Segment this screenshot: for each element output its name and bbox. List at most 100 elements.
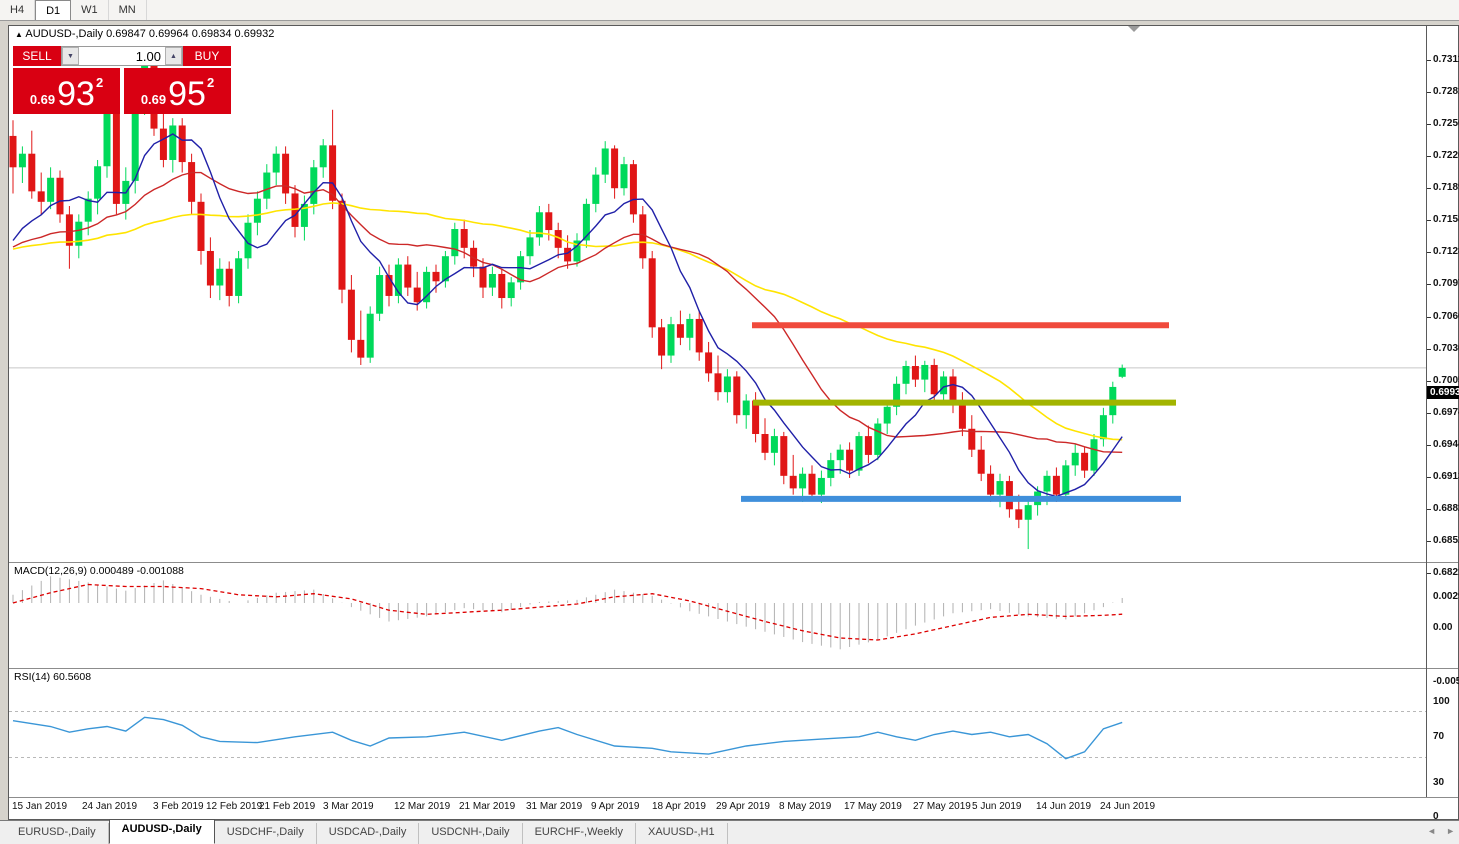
price-tick: [1427, 348, 1431, 350]
price-axis-label: 0.71280: [1433, 246, 1459, 258]
ohlc-open: 0.69847: [106, 28, 146, 40]
chart-tab-bar: EURUSD-,Daily AUDUSD-,Daily USDCHF-,Daily U…: [0, 819, 1459, 844]
scroll-to-end-icon[interactable]: [1127, 26, 1141, 32]
rsi-label: RSI(14) 60.5608: [14, 671, 92, 683]
sell-quote[interactable]: 0.69 93 2: [13, 68, 120, 114]
timeframe-button-h4[interactable]: H4: [0, 0, 36, 20]
price-axis-label: 0.71585: [1433, 214, 1459, 226]
price-axis-label: 0.70665: [1433, 310, 1459, 322]
rsi-pane[interactable]: RSI(14) 60.5608: [9, 669, 1426, 797]
chart-window: ▲ AUDUSD-,Daily 0.69847 0.69964 0.69834 …: [8, 25, 1459, 822]
timeframe-button-mn[interactable]: MN: [109, 0, 147, 20]
price-axis-label: 0.71890: [1433, 182, 1459, 194]
pane-divider[interactable]: [9, 562, 1458, 563]
tab-xauusd-h1[interactable]: XAUUSD-,H1: [636, 823, 728, 844]
ohlc-close: 0.69932: [234, 28, 275, 40]
price-axis-label: 0.68825: [1433, 502, 1459, 514]
price-axis-label: 0.69440: [1433, 438, 1459, 450]
buy-quote[interactable]: 0.69 95 2: [124, 68, 231, 114]
price-axis-label: 0.68520: [1433, 534, 1459, 546]
date-axis-label: 18 Apr 2019: [652, 801, 706, 812]
price-tick: [1427, 444, 1431, 446]
macd-label: MACD(12,26,9) 0.000489 -0.001088: [14, 565, 184, 577]
sell-button[interactable]: SELL: [13, 46, 61, 66]
rsi-axis-label: 0: [1433, 811, 1439, 822]
current-price-tag: 0.69932: [1427, 385, 1459, 399]
rsi-axis-label: 30: [1433, 776, 1445, 788]
ohlc-low: 0.69834: [191, 28, 232, 40]
price-tick: [1427, 412, 1431, 414]
timeframe-button-d1[interactable]: D1: [35, 0, 72, 20]
date-axis-label: 3 Mar 2019: [323, 801, 374, 812]
macd-chart: [12, 576, 1123, 650]
tab-eurchf-weekly[interactable]: EURCHF-,Weekly: [523, 823, 636, 844]
buy-button[interactable]: BUY: [183, 46, 231, 66]
price-axis-label: 0.70050: [1433, 374, 1459, 386]
price-axis-label: 0.73115: [1433, 54, 1459, 65]
date-axis-label: 8 May 2019: [779, 801, 832, 812]
volume-increase-button[interactable]: ▲: [165, 47, 182, 65]
price-axis-label: 0.72810: [1433, 86, 1459, 98]
tab-scroll-right-icon[interactable]: ►: [1446, 826, 1455, 836]
tab-usdcad-daily[interactable]: USDCAD-,Daily: [317, 823, 420, 844]
rsi-value: 60.5608: [53, 671, 92, 683]
macd-axis-label: -0.00525: [1433, 676, 1459, 687]
price-axis-label: 0.70970: [1433, 278, 1459, 290]
price-axis-label: 0.68210: [1433, 567, 1459, 578]
main-chart-pane[interactable]: ▲ AUDUSD-,Daily 0.69847 0.69964 0.69834 …: [9, 26, 1426, 562]
price-axis-label: 0.70360: [1433, 342, 1459, 354]
date-axis-label: 21 Mar 2019: [459, 801, 516, 812]
symbol-label: AUDUSD-,Daily: [25, 28, 103, 40]
price-tick: [1427, 252, 1431, 254]
one-click-trading-panel: SELL ▼ 1.00 ▲ BUY 0.69 93 2 0.69 95 2: [13, 46, 231, 114]
date-axis-label: 31 Mar 2019: [526, 801, 583, 812]
date-axis-label: 24 Jun 2019: [1100, 801, 1156, 812]
macd-signal-value: -0.001088: [136, 565, 184, 577]
date-axis-label: 14 Jun 2019: [1036, 801, 1092, 812]
price-tick: [1427, 60, 1431, 61]
timeframe-button-w1[interactable]: W1: [71, 0, 109, 20]
macd-pane[interactable]: MACD(12,26,9) 0.000489 -0.001088: [9, 563, 1426, 668]
chart-title: ▲ AUDUSD-,Daily 0.69847 0.69964 0.69834 …: [15, 28, 274, 40]
macd-axis-label: 0.002984: [1433, 591, 1459, 603]
tab-usdcnh-daily[interactable]: USDCNH-,Daily: [419, 823, 523, 844]
pane-divider[interactable]: [9, 668, 1458, 669]
tab-audusd-daily[interactable]: AUDUSD-,Daily: [108, 819, 215, 844]
price-tick: [1427, 476, 1431, 478]
date-axis-label: 5 Jun 2019: [972, 801, 1022, 812]
candlestick-chart[interactable]: [9, 26, 1426, 562]
tab-usdchf-daily[interactable]: USDCHF-,Daily: [215, 823, 317, 844]
price-tick: [1427, 284, 1431, 286]
price-tick: [1427, 92, 1431, 94]
price-tick: [1427, 508, 1431, 510]
ohlc-high: 0.69964: [148, 28, 189, 40]
tab-scroll-left-icon[interactable]: ◄: [1427, 826, 1437, 836]
pane-divider: [9, 797, 1458, 798]
price-tick: [1427, 124, 1431, 126]
date-axis-label: 3 Feb 2019: [153, 801, 204, 812]
price-tick: [1427, 220, 1431, 222]
date-axis-label: 9 Apr 2019: [591, 801, 640, 812]
price-tick: [1427, 380, 1431, 382]
price-axis-label: 0.72505: [1433, 118, 1459, 130]
price-axis-border: [1426, 26, 1427, 797]
volume-input[interactable]: 1.00: [135, 49, 161, 64]
date-axis-label: 29 Apr 2019: [716, 801, 770, 812]
rsi-axis-label: 100: [1433, 696, 1450, 707]
price-axis-label: 0.69130: [1433, 470, 1459, 482]
tab-eurusd-daily[interactable]: EURUSD-,Daily: [6, 823, 109, 844]
tab-scroll-arrows: ◄ ►: [1427, 826, 1455, 836]
price-tick: [1427, 316, 1431, 318]
price-tick: [1427, 156, 1431, 158]
date-axis-label: 24 Jan 2019: [82, 801, 138, 812]
macd-main-value: 0.000489: [89, 565, 134, 577]
volume-decrease-button[interactable]: ▼: [62, 47, 79, 65]
price-axis-label: 0.72200: [1433, 150, 1459, 162]
rsi-axis-label: 70: [1433, 730, 1445, 742]
price-tick: [1427, 540, 1431, 542]
price-axis-label: 0.69745: [1433, 406, 1459, 418]
symbol-arrow-icon: ▲: [15, 30, 23, 39]
date-axis-label: 15 Jan 2019: [12, 801, 68, 812]
volume-stepper: ▼ 1.00 ▲: [61, 46, 183, 66]
macd-axis-label: 0.00: [1433, 622, 1453, 633]
